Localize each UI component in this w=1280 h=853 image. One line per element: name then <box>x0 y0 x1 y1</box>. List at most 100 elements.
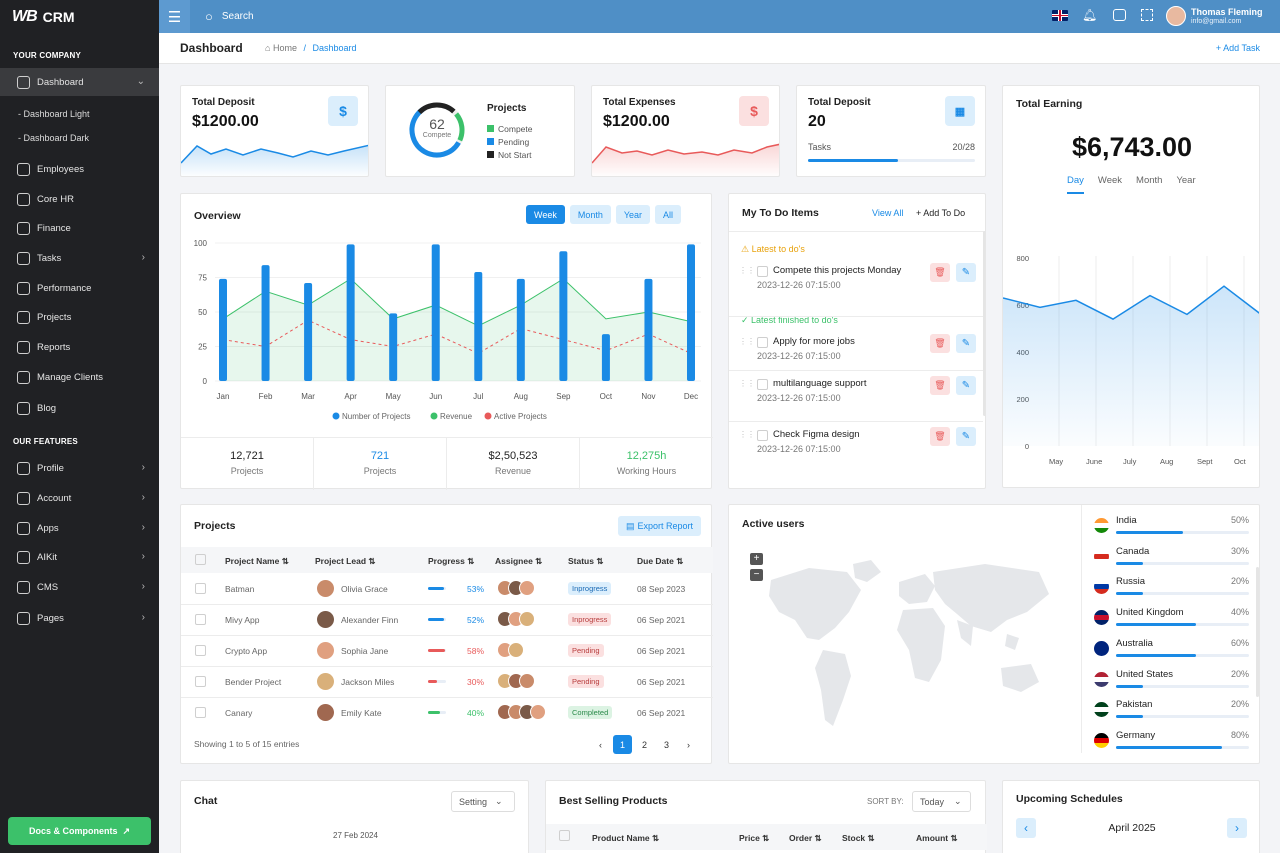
next-month-button[interactable]: › <box>1227 818 1247 838</box>
delete-button[interactable]: 🗑︎ <box>930 427 950 446</box>
sidebar-item-blog[interactable]: Blog <box>0 394 159 422</box>
add-task-link[interactable]: + Add Task <box>1215 43 1260 53</box>
th-due-date[interactable]: Due Date ⇅ <box>637 556 684 566</box>
th-project-name[interactable]: Project Name ⇅ <box>225 556 289 566</box>
sidebar-item-employees[interactable]: Employees <box>0 155 159 183</box>
sidebar-item-reports[interactable]: Reports <box>0 333 159 361</box>
row-checkbox[interactable] <box>195 676 206 687</box>
sidebar-item-apps[interactable]: Apps › <box>0 514 159 542</box>
edit-button[interactable]: ✎ <box>956 263 976 282</box>
th-order[interactable]: Order ⇅ <box>789 833 822 843</box>
sidebar-item-tasks[interactable]: Tasks › <box>0 244 159 272</box>
tab-week[interactable]: Week <box>526 205 565 224</box>
project-name[interactable]: Bender Project <box>225 677 282 687</box>
next-page-button[interactable]: › <box>687 739 690 750</box>
select-all-checkbox[interactable] <box>195 554 206 565</box>
edit-button[interactable]: ✎ <box>956 427 976 446</box>
drag-handle-icon[interactable]: ⋮⋮ <box>739 379 755 388</box>
mail-icon[interactable] <box>1113 9 1126 21</box>
sidebar-item-finance[interactable]: Finance <box>0 214 159 242</box>
user-avatar[interactable] <box>1166 6 1186 26</box>
th-project-lead[interactable]: Project Lead ⇅ <box>315 556 376 566</box>
sidebar-sub-dashboard-dark[interactable]: - Dashboard Dark <box>18 133 90 143</box>
edit-button[interactable]: ✎ <box>956 334 976 353</box>
prev-page-button[interactable]: ‹ <box>599 739 602 750</box>
bar-nov[interactable] <box>644 278 653 381</box>
row-checkbox[interactable] <box>195 707 206 718</box>
tab-all[interactable]: All <box>655 205 682 224</box>
world-map[interactable] <box>749 550 1069 750</box>
bar-jul[interactable] <box>474 271 483 381</box>
tab-month[interactable]: Month <box>1136 175 1163 186</box>
project-name[interactable]: Batman <box>225 584 255 594</box>
prev-month-button[interactable]: ‹ <box>1016 818 1036 838</box>
bell-icon[interactable]: 🔔︎ <box>1082 8 1098 22</box>
th-product-name[interactable]: Product Name ⇅ <box>592 833 660 843</box>
page-3[interactable]: 3 <box>663 739 669 750</box>
edit-button[interactable]: ✎ <box>956 376 976 395</box>
bar-apr[interactable] <box>346 244 355 381</box>
bar-aug[interactable] <box>516 278 525 381</box>
th-price[interactable]: Price ⇅ <box>739 833 770 843</box>
sidebar-item-aikit[interactable]: AIKit › <box>0 543 159 571</box>
zoom-in-button[interactable]: + <box>750 553 763 565</box>
sidebar-item-profile[interactable]: Profile › <box>0 454 159 482</box>
delete-button[interactable]: 🗑︎ <box>930 376 950 395</box>
add-todo-link[interactable]: + Add To Do <box>916 208 966 218</box>
sidebar-item-dashboard[interactable]: Dashboard ⌄ <box>0 68 159 96</box>
select-all-checkbox[interactable] <box>559 830 570 841</box>
search-input[interactable]: ○ Search <box>205 9 254 24</box>
delete-button[interactable]: 🗑︎ <box>930 263 950 282</box>
th-stock[interactable]: Stock ⇅ <box>842 833 875 843</box>
drag-handle-icon[interactable]: ⋮⋮ <box>739 266 755 275</box>
bar-feb[interactable] <box>261 265 270 381</box>
row-checkbox[interactable] <box>195 583 206 594</box>
th-amount[interactable]: Amount ⇅ <box>916 833 958 843</box>
breadcrumb-home[interactable]: Home <box>272 43 297 53</box>
sidebar-item-projects[interactable]: Projects <box>0 303 159 331</box>
bar-jan[interactable] <box>219 278 227 381</box>
brand-logo[interactable]: WB CRM <box>12 8 75 26</box>
bar-oct[interactable] <box>601 334 610 381</box>
todo-checkbox[interactable] <box>757 337 768 348</box>
tab-month[interactable]: Month <box>569 205 611 224</box>
sidebar-item-cms[interactable]: CMS › <box>0 573 159 601</box>
zoom-out-button[interactable]: − <box>750 569 763 581</box>
bar-dec[interactable] <box>687 244 695 381</box>
sidebar-item-manage-clients[interactable]: Manage Clients <box>0 363 159 391</box>
project-name[interactable]: Mivy App <box>225 615 260 625</box>
docs-components-button[interactable]: Docs & Components ↗ <box>8 817 151 845</box>
user-name[interactable]: Thomas Fleming <box>1191 7 1263 17</box>
sort-select[interactable]: Today ⌄ <box>912 791 971 812</box>
todo-checkbox[interactable] <box>757 430 768 441</box>
tab-day[interactable]: Day <box>1067 175 1084 194</box>
view-all-link[interactable]: View All <box>872 208 904 218</box>
tab-year[interactable]: Year <box>615 205 651 224</box>
drag-handle-icon[interactable]: ⋮⋮ <box>739 337 755 346</box>
th-status[interactable]: Status ⇅ <box>568 556 604 566</box>
tab-week[interactable]: Week <box>1097 175 1123 186</box>
chat-setting-select[interactable]: Setting ⌄ <box>451 791 515 812</box>
th-assignee[interactable]: Assignee ⇅ <box>495 556 543 566</box>
export-report-button[interactable]: ▤ Export Report <box>618 516 702 536</box>
bar-mar[interactable] <box>304 283 313 381</box>
row-checkbox[interactable] <box>195 645 206 656</box>
countries-scrollbar[interactable] <box>1256 567 1259 697</box>
page-1[interactable]: 1 <box>613 735 632 754</box>
tab-year[interactable]: Year <box>1176 175 1196 186</box>
bar-jun[interactable] <box>431 244 440 381</box>
bar-sep[interactable] <box>559 251 568 381</box>
drag-handle-icon[interactable]: ⋮⋮ <box>739 430 755 439</box>
sidebar-item-pages[interactable]: Pages › <box>0 604 159 632</box>
project-name[interactable]: Canary <box>225 708 253 718</box>
project-name[interactable]: Crypto App <box>225 646 268 656</box>
todo-scrollbar[interactable] <box>983 231 985 416</box>
fullscreen-icon[interactable] <box>1141 9 1153 21</box>
page-2[interactable]: 2 <box>641 739 647 750</box>
sidebar-item-performance[interactable]: Performance <box>0 274 159 302</box>
delete-button[interactable]: 🗑︎ <box>930 334 950 353</box>
sidebar-item-core-hr[interactable]: Core HR <box>0 185 159 213</box>
sidebar-sub-dashboard-light[interactable]: - Dashboard Light <box>18 109 90 119</box>
menu-toggle-button[interactable]: ☰ <box>159 0 190 33</box>
row-checkbox[interactable] <box>195 614 206 625</box>
